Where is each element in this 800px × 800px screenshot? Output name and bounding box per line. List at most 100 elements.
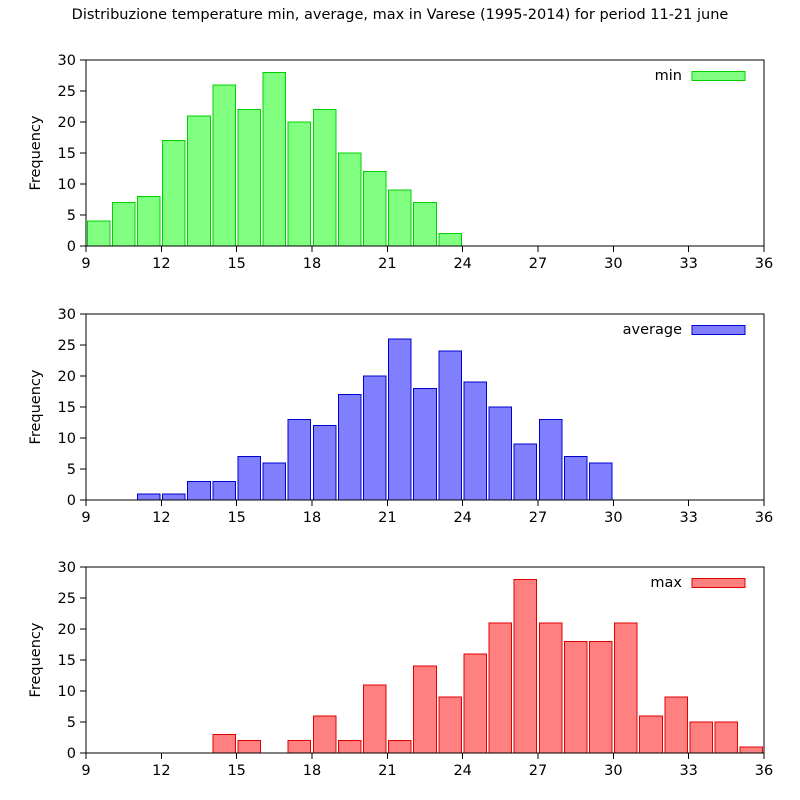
y-tick-label: 25 <box>58 84 76 100</box>
figure-title: Distribuzione temperature min, average, … <box>71 7 729 23</box>
y-tick-label: 0 <box>67 239 76 255</box>
x-tick-label: 12 <box>152 256 170 272</box>
histogram-bar <box>388 740 412 754</box>
x-tick-label: 21 <box>378 510 396 526</box>
min-histogram: 9 12 15 18 21 24 27 30 33 36 0 5 10 15 20 25 30 Frequency… <box>28 53 773 272</box>
histogram-bar <box>588 462 613 501</box>
y-tick-label: 10 <box>58 177 76 193</box>
histogram-bar <box>287 418 312 501</box>
y-tick-label: 5 <box>67 462 76 478</box>
y-tick-label: 20 <box>58 115 76 131</box>
histogram-bar <box>463 381 488 501</box>
histogram-bar <box>614 622 638 754</box>
x-tick-label: 27 <box>529 510 547 526</box>
x-tick-label: 33 <box>679 256 697 272</box>
x-tick-label: 15 <box>227 510 245 526</box>
histogram-bar <box>312 715 337 754</box>
histogram-bar <box>413 387 437 501</box>
legend-label: min <box>655 68 682 84</box>
histogram-bar <box>212 733 236 754</box>
x-tick-label: 33 <box>679 510 697 526</box>
histogram-bar <box>111 202 136 247</box>
histogram-bar <box>162 493 186 501</box>
histogram-bar <box>388 189 412 247</box>
legend-swatch <box>691 71 746 81</box>
histogram-bar <box>513 578 538 754</box>
histogram-bar <box>212 480 236 501</box>
x-tick-label: 12 <box>152 763 170 779</box>
histogram-bar <box>262 71 287 247</box>
histogram-bar <box>287 740 312 754</box>
histogram-bar <box>639 715 663 754</box>
x-tick-label: 30 <box>604 763 622 779</box>
x-tick-label: 21 <box>378 256 396 272</box>
histogram-bar <box>563 640 588 754</box>
x-tick-label: 24 <box>453 256 471 272</box>
x-tick-label: 36 <box>755 510 773 526</box>
histogram-bar <box>312 109 337 247</box>
average-histogram: 9 12 15 18 21 24 27 30 33 36 0 5 10 15 20 25 30 Frequency… <box>28 307 773 526</box>
histogram-bar <box>86 220 111 247</box>
histogram-bar <box>463 653 488 754</box>
y-tick-label: 10 <box>58 684 76 700</box>
histogram-bar <box>488 622 513 754</box>
histogram-bar <box>237 740 262 754</box>
legend-label: max <box>650 575 682 591</box>
x-tick-label: 18 <box>303 510 321 526</box>
histogram-bar <box>337 152 362 247</box>
histogram-bar <box>538 622 563 754</box>
histogram-bar <box>237 109 262 247</box>
y-tick-label: 20 <box>58 622 76 638</box>
legend-label: average <box>623 322 682 338</box>
x-tick-label: 15 <box>227 763 245 779</box>
histogram-bar <box>312 425 337 501</box>
x-tick-label: 15 <box>227 256 245 272</box>
x-tick-label: 9 <box>81 256 90 272</box>
y-tick-label: 15 <box>58 146 76 162</box>
x-tick-label: 9 <box>81 763 90 779</box>
histogram-bar <box>262 462 287 501</box>
x-tick-label: 27 <box>529 763 547 779</box>
x-tick-label: 24 <box>453 510 471 526</box>
x-tick-label: 12 <box>152 510 170 526</box>
histogram-bar <box>588 640 613 754</box>
x-tick-label: 18 <box>303 256 321 272</box>
histogram-bar <box>187 480 211 501</box>
x-tick-label: 24 <box>453 763 471 779</box>
legend-swatch <box>691 578 746 588</box>
histogram-bar <box>212 84 236 247</box>
histogram-bar <box>388 338 412 501</box>
y-tick-label: 15 <box>58 653 76 669</box>
x-tick-label: 18 <box>303 763 321 779</box>
y-axis-label: Frequency <box>28 622 44 697</box>
histogram-bar <box>362 375 387 501</box>
y-tick-label: 20 <box>58 369 76 385</box>
x-tick-label: 27 <box>529 256 547 272</box>
max-histogram: 9 12 15 18 21 24 27 30 33 36 0 5 10 15 20 25 30 Frequency… <box>28 560 773 779</box>
x-tick-label: 30 <box>604 256 622 272</box>
y-tick-label: 5 <box>67 715 76 731</box>
histogram-bar <box>136 493 161 501</box>
x-tick-label: 36 <box>755 256 773 272</box>
y-tick-label: 30 <box>58 307 76 323</box>
y-tick-label: 0 <box>67 493 76 509</box>
y-tick-label: 15 <box>58 400 76 416</box>
x-tick-label: 33 <box>679 763 697 779</box>
y-tick-label: 30 <box>58 53 76 69</box>
histogram-bar <box>538 418 563 501</box>
x-tick-label: 30 <box>604 510 622 526</box>
y-axis-label: Frequency <box>28 115 44 190</box>
histogram-bar <box>187 115 211 247</box>
histogram-bar <box>714 721 739 754</box>
histogram-bar <box>337 740 362 754</box>
histogram-bar <box>739 746 764 754</box>
legend-swatch <box>691 325 746 335</box>
x-tick-label: 21 <box>378 763 396 779</box>
y-tick-label: 25 <box>58 338 76 354</box>
y-tick-label: 30 <box>58 560 76 576</box>
histogram-bar <box>664 696 688 754</box>
histogram-bar <box>438 696 462 754</box>
x-tick-label: 9 <box>81 510 90 526</box>
x-tick-label: 36 <box>755 763 773 779</box>
